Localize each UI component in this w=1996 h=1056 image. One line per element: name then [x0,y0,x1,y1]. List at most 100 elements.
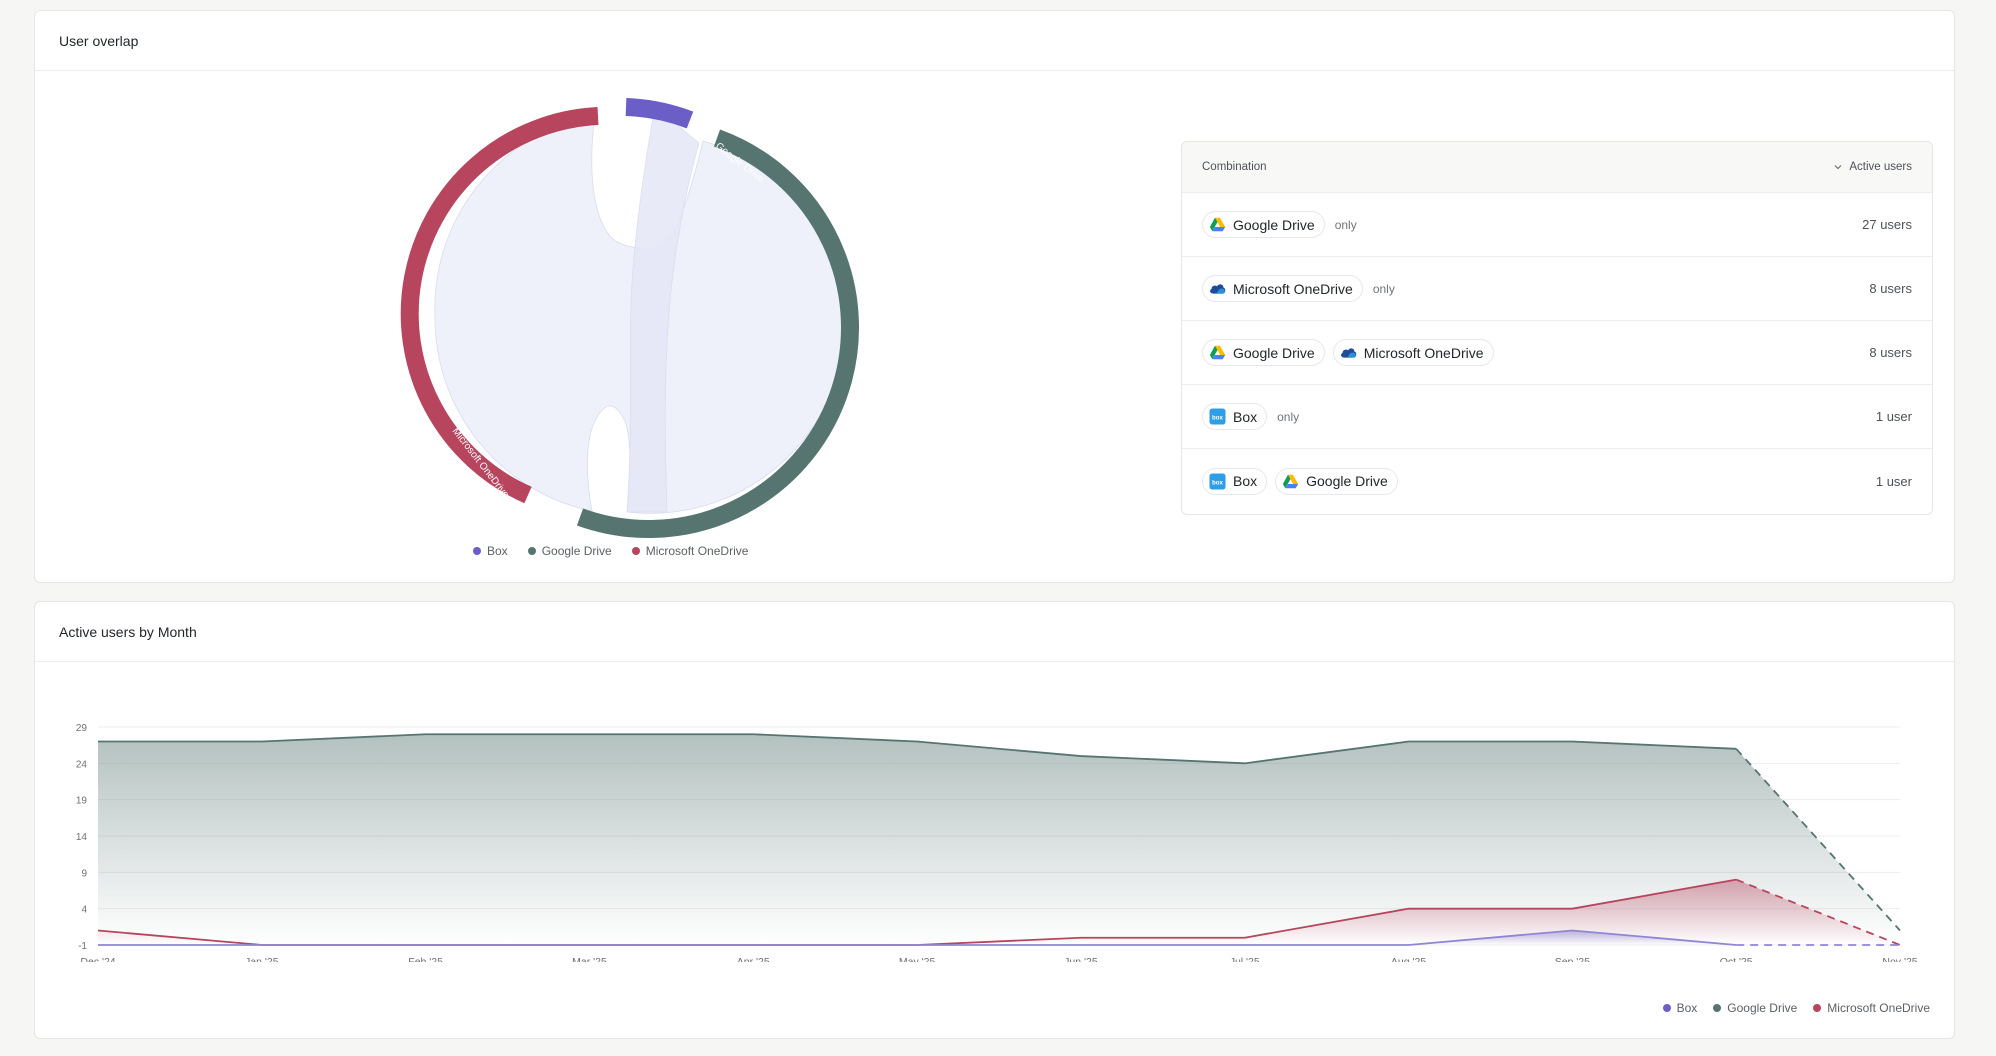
x-tick-label: Jan '25 [245,956,279,962]
active-user-count: 8 users [1869,281,1912,296]
arc-box [625,98,694,129]
app-chip: box Box [1202,467,1268,495]
legend-label: Google Drive [1727,1001,1798,1015]
x-tick-label: Feb '25 [408,956,443,962]
onedrive-icon [1209,280,1226,297]
series-line-forecast [1735,878,1901,946]
legend-label: Google Drive [541,544,612,558]
area-chart: 29 24 19 14 9 4 -1 Dec '24 Jan '25 Feb '25 Mar '25… [76,723,1918,962]
app-chips: Google Drive only [1202,211,1357,238]
user-overlap-header: User overlap [35,11,1954,71]
legend-item-box[interactable]: Box [473,544,508,558]
legend-dot [1662,1004,1671,1012]
active-user-count: 27 users [1862,217,1912,232]
app-chips: box Box only [1202,403,1299,430]
legend-label: Box [487,544,508,558]
chevron-down-icon [1834,165,1842,170]
ribbon-box-gdrive [626,106,700,513]
active-user-count: 8 users [1869,345,1912,360]
onedrive-icon [1340,344,1357,361]
combination-table: Combination Active users Google Drive onl… [1181,141,1933,515]
svg-text:box: box [1212,414,1223,421]
combination-row[interactable]: Microsoft OneDrive only 8 users [1182,257,1932,321]
google-drive-icon [1209,216,1226,233]
only-tag: only [1334,217,1357,232]
legend-dot [1813,1004,1822,1012]
active-user-count: 1 user [1875,409,1912,424]
chord-diagram: Box Google Drive Microsoft OneDrive [400,98,859,538]
active-user-count: 1 user [1875,473,1912,489]
only-tag: only [1372,281,1395,296]
legend-label: Microsoft OneDrive [1827,1001,1930,1015]
x-tick-label: Aug '25 [1391,956,1426,962]
combination-row[interactable]: Google Drive Microsoft OneDrive 8 users [1182,321,1932,385]
combination-row[interactable]: box Box only 1 user [1182,385,1932,449]
app-chip: box Box [1202,403,1268,430]
google-drive-icon [1282,473,1299,490]
app-chip-label: Google Drive [1306,473,1388,489]
legend-label: Microsoft OneDrive [645,544,749,558]
x-tick-label: Apr '25 [737,956,770,962]
legend-item-onedrive[interactable]: Microsoft OneDrive [631,544,749,558]
combination-row[interactable]: Google Drive only 27 users [1182,193,1932,257]
app-chip-label: Microsoft OneDrive [1233,280,1353,297]
x-tick-label: Jun '25 [1064,956,1098,962]
arc-gdrive [576,129,859,538]
y-tick-label: 19 [76,796,88,807]
y-tick-label: 29 [76,723,88,734]
legend-dot [473,547,481,555]
app-chip: Google Drive [1202,339,1325,366]
series-line-forecast [1735,748,1901,932]
x-tick-label: Jul '25 [1230,956,1260,962]
legend-item-gdrive[interactable]: Google Drive [1713,1001,1797,1015]
active-users-header: Active users by Month [35,602,1954,662]
legend-dot [1713,1004,1722,1012]
legend-label: Box [1676,1001,1698,1015]
google-drive-icon [1209,344,1226,361]
legend-item-gdrive[interactable]: Google Drive [527,544,612,558]
app-chips: Google Drive Microsoft OneDrive [1202,339,1494,366]
y-tick-label: -1 [78,941,87,952]
app-chip: Microsoft OneDrive [1332,339,1494,366]
y-tick-label: 9 [81,868,87,879]
combination-table-header: Combination Active users [1182,142,1932,193]
arc-label-box: Box [630,120,647,131]
active-users-card: Active users by Month 29 24 19 14 9 4 -1 Dec '2… [34,601,1955,1039]
arc-onedrive [400,107,599,504]
legend-dot [527,547,536,555]
box-icon: box [1209,472,1226,490]
x-tick-label: Mar '25 [572,956,607,962]
app-chip-label: Microsoft OneDrive [1363,344,1484,361]
legend-item-box[interactable]: Box [1662,1001,1698,1015]
overlap-legend: Box Google Drive Microsoft OneDrive [473,544,748,558]
series-area [98,879,1900,945]
x-tick-label: May '25 [899,956,936,962]
app-chip: Google Drive [1202,211,1325,238]
app-chip: Microsoft OneDrive [1202,275,1363,302]
app-chip-label: Box [1233,473,1258,489]
user-overlap-card: User overlap Box Google Drive Microsoft … [34,10,1955,583]
x-tick-label: Sep '25 [1555,956,1590,962]
app-chips: box Box Google Drive [1202,467,1398,495]
card-title: User overlap [59,32,139,49]
x-tick-label: Dec '24 [80,956,115,962]
col-active-users: Active users [1849,161,1912,173]
card-title: Active users by Month [59,623,197,640]
x-tick-label: Oct '25 [1720,956,1753,962]
x-tick-label: Nov '25 [1882,956,1917,962]
legend-item-onedrive[interactable]: Microsoft OneDrive [1813,1001,1930,1015]
app-chip: Google Drive [1275,467,1398,495]
app-chips: Microsoft OneDrive only [1202,275,1395,302]
box-icon: box [1209,408,1226,425]
series-line [98,929,1737,946]
monthly-legend: Box Google Drive Microsoft OneDrive [1662,1001,1930,1015]
y-tick-label: 4 [81,905,87,916]
sort-active-users[interactable]: Active users [1833,161,1912,173]
app-chip-label: Google Drive [1233,344,1315,361]
y-tick-label: 24 [76,759,88,770]
app-chip-label: Box [1233,408,1258,425]
series-line [98,733,1737,765]
svg-text:box: box [1212,479,1223,486]
combination-row[interactable]: box Box Google Drive 1 user [1182,449,1932,513]
legend-dot [631,547,640,555]
